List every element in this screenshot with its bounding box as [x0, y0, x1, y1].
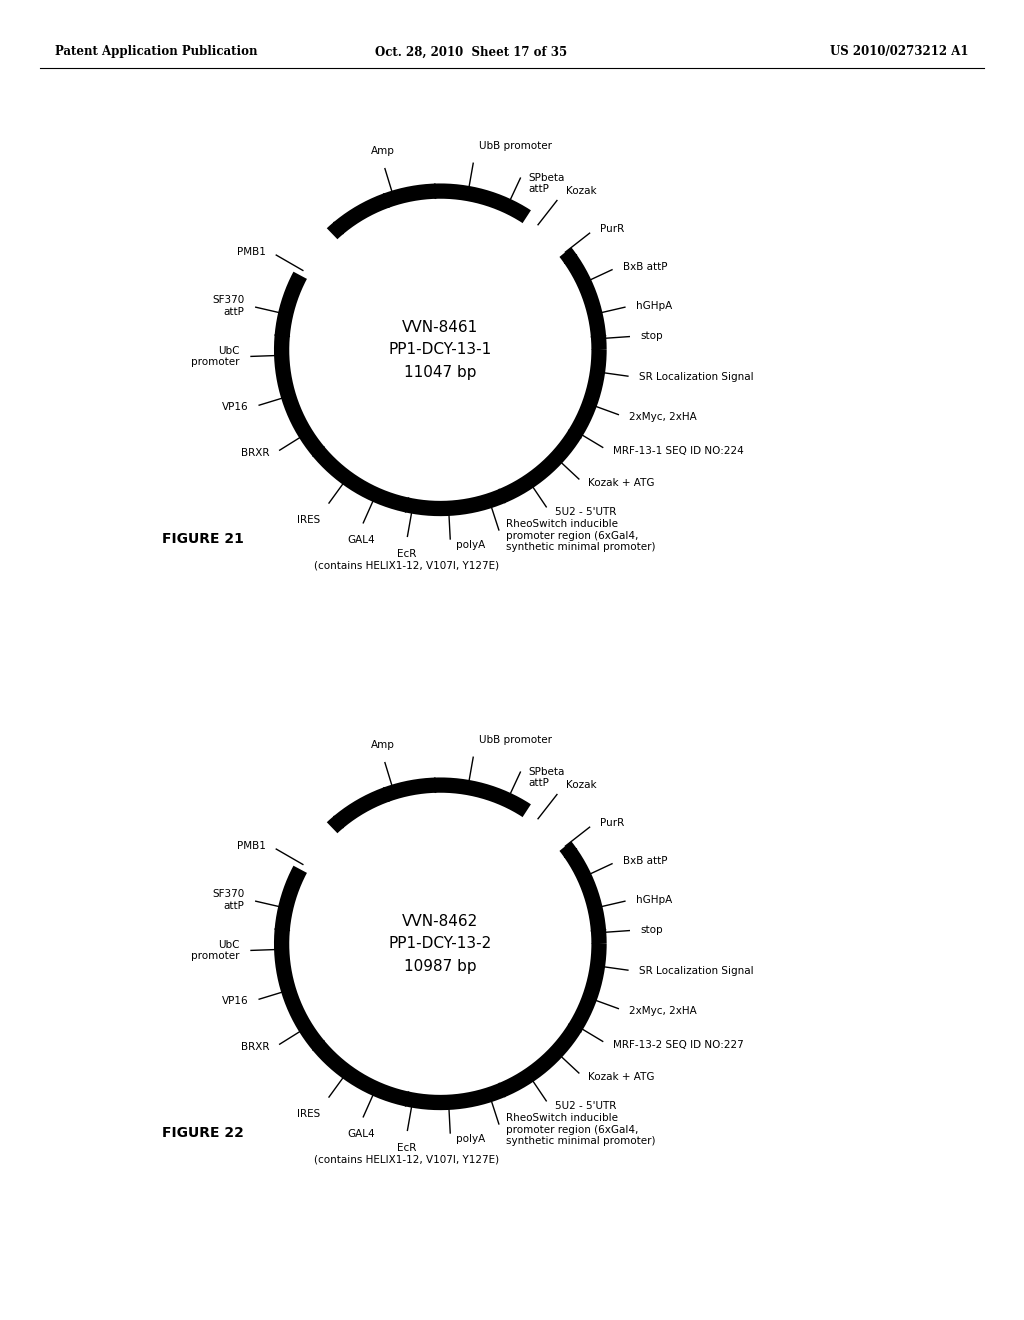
Polygon shape: [334, 816, 345, 828]
Text: polyA: polyA: [456, 540, 485, 550]
Polygon shape: [591, 929, 606, 940]
Text: IRES: IRES: [297, 515, 321, 524]
Text: stop: stop: [641, 925, 664, 935]
Polygon shape: [384, 788, 395, 801]
Text: Oct. 28, 2010  Sheet 17 of 35: Oct. 28, 2010 Sheet 17 of 35: [375, 45, 567, 58]
Text: EcR
(contains HELIX1-12, V107I, Y127E): EcR (contains HELIX1-12, V107I, Y127E): [313, 1143, 499, 1164]
Text: FIGURE 21: FIGURE 21: [162, 532, 244, 545]
Text: SR Localization Signal: SR Localization Signal: [639, 966, 754, 975]
Polygon shape: [494, 1084, 505, 1097]
Text: polyA: polyA: [456, 1134, 485, 1144]
Text: GAL4: GAL4: [347, 1129, 375, 1139]
Polygon shape: [312, 445, 325, 457]
Text: Kozak + ATG: Kozak + ATG: [589, 1072, 655, 1082]
Text: PMB1: PMB1: [237, 247, 266, 257]
Text: hGHpA: hGHpA: [636, 301, 673, 310]
Text: stop: stop: [641, 331, 664, 341]
Polygon shape: [564, 849, 577, 861]
Text: VP16: VP16: [221, 403, 248, 412]
Text: BxB attP: BxB attP: [623, 263, 668, 272]
Text: Amp: Amp: [371, 741, 395, 750]
Text: 5U2 - 5'UTR: 5U2 - 5'UTR: [555, 1101, 616, 1111]
Text: 2xMyc, 2xHA: 2xMyc, 2xHA: [629, 1006, 697, 1015]
Text: PurR: PurR: [600, 818, 624, 829]
Text: FIGURE 22: FIGURE 22: [162, 1126, 244, 1139]
Polygon shape: [398, 1092, 409, 1106]
Text: VVN-8462
PP1-DCY-13-2
10987 bp: VVN-8462 PP1-DCY-13-2 10987 bp: [389, 913, 492, 974]
Text: GAL4: GAL4: [347, 535, 375, 545]
Text: hGHpA: hGHpA: [636, 895, 673, 904]
Text: MRF-13-2 SEQ ID NO:227: MRF-13-2 SEQ ID NO:227: [613, 1040, 743, 1049]
Text: EcR
(contains HELIX1-12, V107I, Y127E): EcR (contains HELIX1-12, V107I, Y127E): [313, 549, 499, 570]
Polygon shape: [434, 183, 444, 198]
Polygon shape: [334, 222, 345, 234]
Text: Kozak: Kozak: [566, 186, 596, 195]
Polygon shape: [398, 498, 409, 512]
Polygon shape: [568, 1024, 582, 1036]
Text: RheoSwitch inducible
promoter region (6xGal4,
synthetic minimal promoter): RheoSwitch inducible promoter region (6x…: [506, 519, 655, 552]
Text: BxB attP: BxB attP: [623, 857, 668, 866]
Text: Patent Application Publication: Patent Application Publication: [55, 45, 257, 58]
Text: Amp: Amp: [371, 147, 395, 156]
Text: UbC
promoter: UbC promoter: [191, 346, 240, 367]
Text: BRXR: BRXR: [241, 1043, 269, 1052]
Text: VP16: VP16: [221, 997, 248, 1006]
Text: 5U2 - 5'UTR: 5U2 - 5'UTR: [555, 507, 616, 517]
Polygon shape: [312, 1039, 325, 1051]
Text: BRXR: BRXR: [241, 449, 269, 458]
Text: PurR: PurR: [600, 224, 624, 235]
Text: SR Localization Signal: SR Localization Signal: [639, 372, 754, 381]
Text: 2xMyc, 2xHA: 2xMyc, 2xHA: [629, 412, 697, 421]
Text: UbC
promoter: UbC promoter: [191, 940, 240, 961]
Polygon shape: [434, 777, 444, 792]
Text: US 2010/0273212 A1: US 2010/0273212 A1: [830, 45, 969, 58]
Text: SPbeta
attP: SPbeta attP: [528, 173, 564, 194]
Text: SPbeta
attP: SPbeta attP: [528, 767, 564, 788]
Text: SF370
attP: SF370 attP: [212, 888, 245, 911]
Polygon shape: [494, 490, 505, 503]
Polygon shape: [384, 194, 395, 207]
Text: IRES: IRES: [297, 1109, 321, 1118]
Polygon shape: [274, 920, 290, 931]
Polygon shape: [568, 430, 582, 442]
Text: Kozak: Kozak: [566, 780, 596, 789]
Text: VVN-8461
PP1-DCY-13-1
11047 bp: VVN-8461 PP1-DCY-13-1 11047 bp: [389, 321, 492, 380]
Text: SF370
attP: SF370 attP: [212, 294, 245, 317]
Text: Kozak + ATG: Kozak + ATG: [589, 478, 655, 488]
Text: RheoSwitch inducible
promoter region (6xGal4,
synthetic minimal promoter): RheoSwitch inducible promoter region (6x…: [506, 1113, 655, 1146]
Text: PMB1: PMB1: [237, 841, 266, 851]
Polygon shape: [591, 335, 606, 346]
Text: MRF-13-1 SEQ ID NO:224: MRF-13-1 SEQ ID NO:224: [613, 446, 743, 455]
Polygon shape: [564, 255, 577, 267]
Text: UbB promoter: UbB promoter: [479, 141, 552, 150]
Polygon shape: [274, 326, 290, 337]
Text: UbB promoter: UbB promoter: [479, 735, 552, 744]
